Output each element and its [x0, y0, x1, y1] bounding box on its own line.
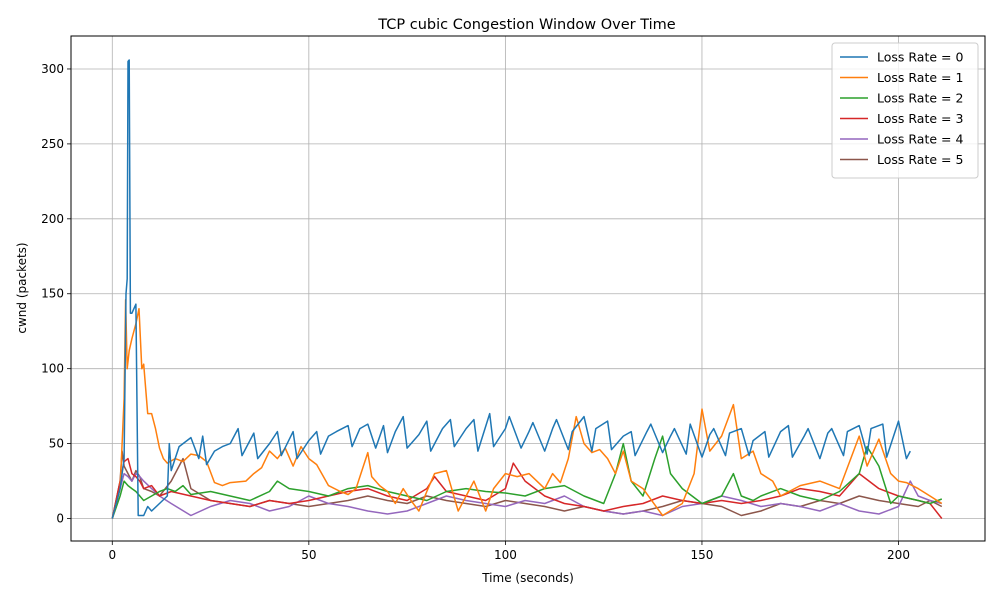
series-lines	[111, 59, 943, 519]
y-tick-label: 150	[41, 287, 64, 301]
x-tick-label: 100	[494, 548, 517, 562]
plot-frame	[70, 35, 986, 542]
x-tick-label: 50	[301, 548, 316, 562]
legend-entry-3: Loss Rate = 3	[877, 111, 963, 126]
x-tick-label: 150	[691, 548, 714, 562]
axis-ticks: 0 50 100 150 200 0 50 100 150 200 250 300	[41, 62, 910, 562]
x-axis-label: Time (seconds)	[481, 571, 574, 585]
y-tick-label: 100	[41, 362, 64, 376]
legend-entry-2: Loss Rate = 2	[877, 91, 963, 106]
chart-title: TCP cubic Congestion Window Over Time	[377, 17, 676, 33]
legend: Loss Rate = 0 Loss Rate = 1 Loss Rate = 2 L…	[831, 42, 979, 179]
series-line-4	[111, 472, 942, 519]
legend-entry-5: Loss Rate = 5	[877, 152, 963, 167]
legend-entry-1: Loss Rate = 1	[877, 70, 963, 85]
x-tick-label: 200	[887, 548, 910, 562]
y-axis-label: cwnd (packets)	[15, 242, 29, 333]
legend-entry-0: Loss Rate = 0	[877, 50, 963, 65]
x-tick-label: 0	[108, 548, 116, 562]
y-tick-label: 300	[41, 62, 64, 76]
y-tick-label: 50	[49, 437, 64, 451]
legend-entry-4: Loss Rate = 4	[877, 132, 963, 147]
series-line-0	[111, 59, 911, 519]
series-line-1	[111, 298, 943, 519]
series-line-2	[111, 435, 943, 519]
y-tick-label: 0	[56, 512, 64, 526]
y-tick-label: 200	[41, 212, 64, 226]
legend-box	[831, 42, 979, 179]
y-tick-label: 250	[41, 137, 64, 151]
